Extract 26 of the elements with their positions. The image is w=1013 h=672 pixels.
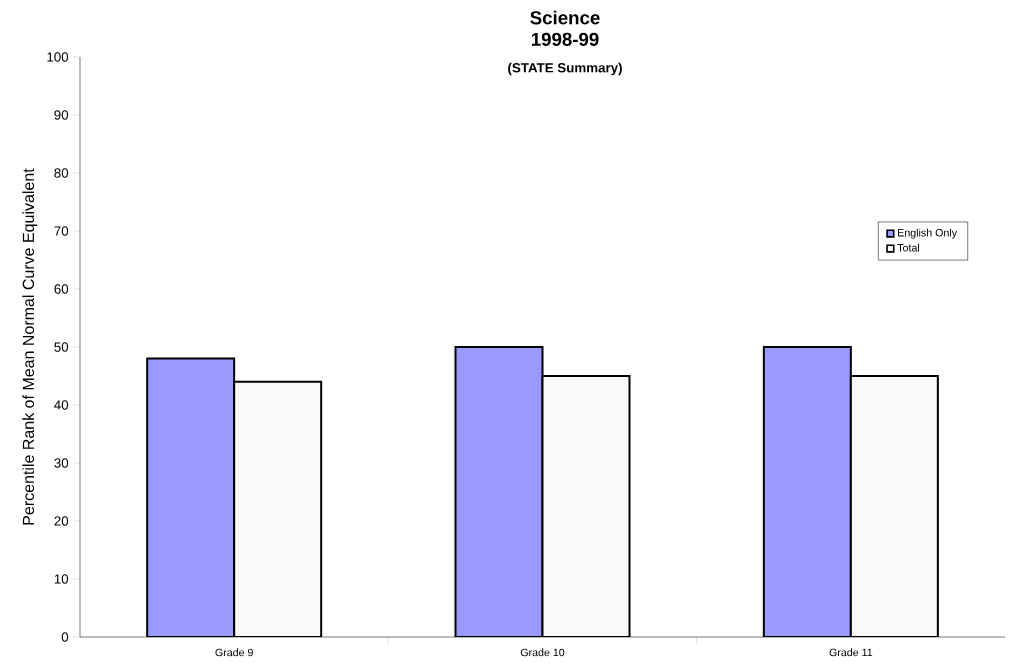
chart-title: Science — [530, 10, 600, 25]
bar — [146, 357, 236, 637]
bar — [849, 375, 939, 637]
y-tick-label: 20 — [54, 516, 69, 526]
y-tick-label: 0 — [61, 632, 69, 642]
bar — [762, 346, 852, 637]
y-tick-label: 80 — [54, 168, 69, 178]
x-tick-label: Grade 10 — [520, 648, 565, 657]
y-tick-label: 40 — [54, 400, 69, 410]
y-tick-label: 70 — [54, 226, 69, 236]
x-tick-label: Grade 9 — [215, 648, 253, 657]
bar — [233, 380, 323, 637]
annotation: (STATE Summary) — [508, 62, 622, 76]
y-tick-label: 100 — [47, 52, 69, 62]
y-tick-label: 10 — [54, 574, 69, 584]
y-tick-label: 30 — [54, 458, 69, 468]
x-tick-label: Grade 11 — [829, 648, 873, 657]
bar — [454, 346, 544, 637]
bar — [541, 375, 631, 637]
y-tick-label: 90 — [54, 110, 69, 120]
y-axis-title: Percentile Rank of Mean Normal Curve Equivalent — [22, 168, 38, 525]
legend-label: English Only — [898, 228, 958, 239]
y-tick-label: 50 — [54, 342, 69, 352]
y-tick-label: 60 — [54, 284, 69, 294]
chart-subtitle: 1998-99 — [531, 32, 599, 46]
text: Total — [897, 243, 920, 252]
